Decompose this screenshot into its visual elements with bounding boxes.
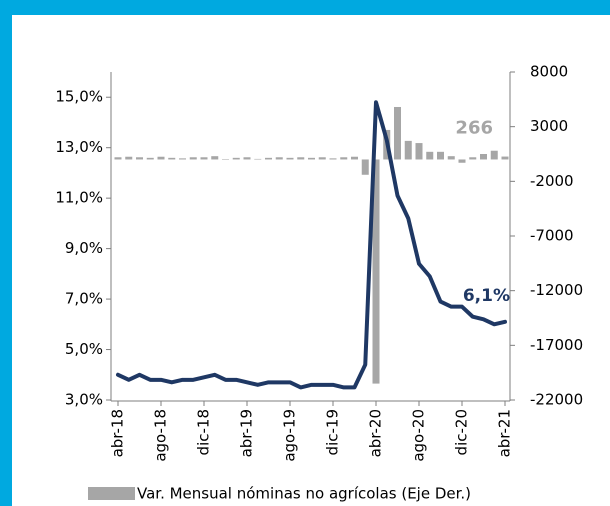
x-tick-label: ago-20 bbox=[410, 409, 428, 462]
bar bbox=[447, 156, 455, 160]
x-tick-label: dic-20 bbox=[453, 409, 471, 455]
bar bbox=[340, 157, 348, 160]
y-tick-label: 11,0% bbox=[55, 189, 103, 207]
y2-tick-label: -17000 bbox=[530, 336, 583, 354]
bar bbox=[394, 106, 401, 160]
x-tick-label: dic-18 bbox=[195, 409, 213, 455]
legend-label: Var. Mensual nóminas no agrícolas (Eje D… bbox=[137, 485, 471, 503]
bar bbox=[501, 156, 509, 160]
bar bbox=[286, 157, 294, 160]
line bbox=[116, 100, 507, 390]
bar bbox=[157, 156, 165, 160]
bar bbox=[308, 157, 315, 160]
bar bbox=[168, 157, 176, 160]
y-tick-label: 3,0% bbox=[65, 391, 103, 409]
bar bbox=[222, 159, 229, 160]
bar bbox=[189, 157, 197, 160]
bar bbox=[275, 157, 283, 160]
frame-top bbox=[0, 0, 610, 15]
bar bbox=[297, 157, 305, 160]
bar bbox=[404, 140, 412, 160]
y-tick-label: 13,0% bbox=[55, 138, 103, 156]
bar bbox=[361, 159, 369, 175]
bar bbox=[179, 158, 186, 160]
legend-swatch bbox=[88, 487, 135, 500]
y2-tick-label: 8000 bbox=[530, 63, 568, 81]
bar bbox=[146, 157, 154, 160]
y-tick-label: 5,0% bbox=[65, 340, 103, 358]
bar bbox=[437, 151, 444, 160]
y2-tick-label: -12000 bbox=[530, 281, 583, 299]
y-tick-label: 9,0% bbox=[65, 239, 103, 257]
bar bbox=[372, 159, 380, 384]
frame-left bbox=[0, 0, 12, 506]
bar bbox=[136, 157, 143, 160]
bar bbox=[329, 158, 337, 160]
bar bbox=[415, 143, 423, 160]
bar bbox=[125, 156, 133, 160]
bar-label: 266 bbox=[455, 118, 493, 139]
y2-tick-label: -7000 bbox=[530, 227, 574, 245]
x-tick-label: ago-19 bbox=[281, 409, 299, 462]
bar bbox=[469, 157, 477, 160]
y2-tick-label: -22000 bbox=[530, 391, 583, 409]
bar bbox=[351, 156, 358, 160]
x-tick-label: abr-21 bbox=[496, 409, 514, 457]
bar bbox=[114, 157, 122, 160]
bar bbox=[211, 156, 219, 160]
y-tick-label: 7,0% bbox=[65, 290, 103, 308]
x-tick-label: ago-18 bbox=[152, 409, 170, 462]
y2-tick-label: -2000 bbox=[530, 172, 574, 190]
bar bbox=[243, 157, 251, 160]
x-tick-label: abr-18 bbox=[109, 409, 127, 457]
bar bbox=[232, 157, 240, 160]
x-tick-label: dic-19 bbox=[324, 409, 342, 455]
bar bbox=[200, 157, 208, 160]
bar bbox=[318, 157, 326, 160]
x-tick-label: abr-20 bbox=[367, 409, 385, 457]
bar bbox=[458, 159, 466, 163]
y2-tick-label: 3000 bbox=[530, 117, 568, 135]
bar bbox=[480, 154, 487, 160]
bar bbox=[254, 158, 262, 160]
bar bbox=[426, 151, 434, 160]
line-label: 6,1% bbox=[463, 286, 510, 306]
x-tick-label: abr-19 bbox=[238, 409, 256, 457]
y-tick-label: 15,0% bbox=[55, 88, 103, 106]
bar bbox=[265, 157, 272, 160]
bar bbox=[490, 150, 498, 160]
